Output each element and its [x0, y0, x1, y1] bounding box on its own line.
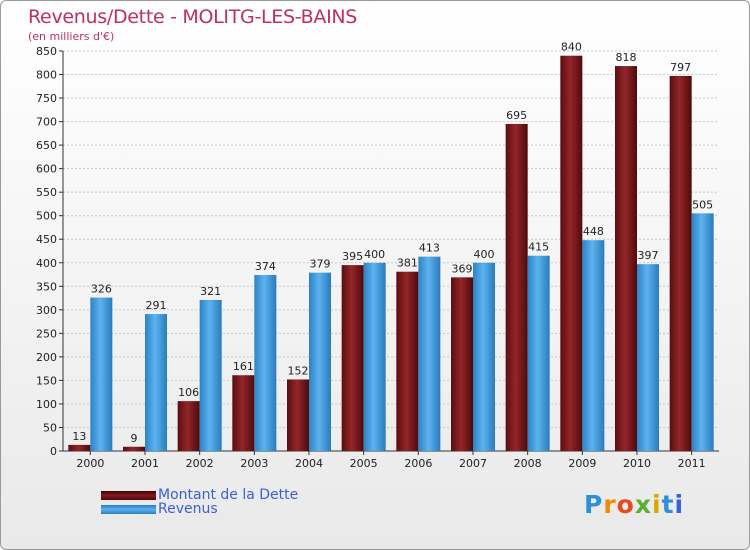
- data-label-revenue: 291: [146, 299, 167, 312]
- data-label-revenue: 505: [692, 198, 713, 211]
- data-label-revenue: 400: [364, 248, 385, 261]
- logo-letter: o: [616, 490, 635, 519]
- logo-letter: i: [674, 490, 685, 519]
- bar-debt: [287, 379, 309, 451]
- bar-revenue: [691, 213, 714, 451]
- legend-swatch-debt: [101, 490, 156, 500]
- data-label-revenue: 326: [91, 283, 112, 296]
- bar-revenue: [582, 240, 605, 451]
- legend-label-revenue: Revenus: [158, 501, 218, 517]
- data-label-debt: 695: [506, 109, 527, 122]
- bar-revenue: [90, 297, 113, 451]
- y-tick-label: 300: [36, 304, 57, 317]
- bar-debt: [505, 123, 528, 452]
- legend-label-debt: Montant de la Dette: [158, 487, 299, 503]
- bar-debt: [68, 444, 91, 451]
- bar-revenue: [418, 256, 441, 451]
- y-tick-label: 450: [36, 233, 57, 246]
- chart-title: Revenus/Dette - MOLITG-LES-BAINS: [28, 6, 358, 28]
- bar-revenue: [473, 262, 495, 451]
- y-tick-label: 750: [36, 92, 57, 105]
- x-tick-label: 2002: [186, 457, 214, 470]
- y-tick-label: 600: [36, 163, 57, 176]
- bar-revenue: [199, 299, 222, 451]
- y-tick-label: 0: [50, 445, 57, 458]
- bar-debt: [232, 375, 255, 451]
- logo-letter: r: [603, 490, 617, 519]
- data-label-debt: 797: [670, 61, 691, 74]
- legend-swatch-revenue: [101, 504, 156, 514]
- logo-letter: P: [584, 490, 604, 519]
- y-tick-label: 700: [36, 116, 57, 129]
- y-tick-label: 200: [36, 351, 57, 364]
- bar-debt: [669, 75, 692, 452]
- data-label-debt: 840: [561, 41, 582, 54]
- y-tick-label: 250: [36, 327, 57, 340]
- bar-revenue: [363, 262, 386, 451]
- chart-subtitle: (en milliers d'€): [28, 30, 115, 43]
- bar-revenue: [637, 264, 659, 451]
- bar-debt: [396, 271, 419, 451]
- y-tick-label: 400: [36, 257, 57, 270]
- y-tick-label: 50: [43, 421, 57, 434]
- logo-letter: i: [652, 490, 662, 519]
- data-label-revenue: 379: [310, 258, 331, 271]
- bar-debt: [451, 277, 473, 451]
- x-tick-label: 2001: [131, 457, 159, 470]
- data-label-debt: 161: [233, 360, 254, 373]
- x-tick-label: 2008: [514, 457, 542, 470]
- y-tick-label: 500: [36, 210, 57, 223]
- bar-debt: [560, 55, 583, 452]
- x-tick-label: 2000: [76, 457, 104, 470]
- logo-letter: x: [634, 490, 652, 519]
- data-label-debt: 106: [178, 386, 199, 399]
- proxiti-logo: Proxiti: [584, 490, 684, 519]
- data-label-debt: 9: [131, 432, 138, 445]
- x-tick-label: 2003: [240, 457, 268, 470]
- x-tick-label: 2007: [459, 457, 487, 470]
- legend-item-debt: Montant de la Dette: [101, 487, 298, 503]
- x-tick-label: 2004: [295, 457, 323, 470]
- data-label-debt: 13: [72, 430, 86, 443]
- bar-revenue: [309, 272, 331, 451]
- data-label-debt: 369: [452, 262, 473, 275]
- x-tick-label: 2006: [404, 457, 432, 470]
- data-label-debt: 152: [288, 364, 309, 377]
- logo-letter: t: [661, 490, 675, 519]
- bar-debt: [615, 66, 637, 451]
- data-label-debt: 818: [616, 51, 637, 64]
- bar-debt: [341, 265, 364, 451]
- data-label-revenue: 448: [583, 225, 604, 238]
- y-tick-label: 150: [36, 374, 57, 387]
- bar-debt: [123, 446, 145, 451]
- legend-item-revenue: Revenus: [101, 501, 218, 517]
- y-tick-label: 100: [36, 398, 57, 411]
- y-tick-label: 650: [36, 139, 57, 152]
- x-tick-label: 2010: [623, 457, 651, 470]
- x-tick-label: 2011: [678, 457, 706, 470]
- x-tick-label: 2009: [568, 457, 596, 470]
- y-tick-label: 350: [36, 280, 57, 293]
- data-label-revenue: 374: [255, 260, 276, 273]
- data-label-debt: 381: [397, 257, 418, 270]
- bar-revenue: [145, 314, 167, 451]
- y-tick-label: 800: [36, 69, 57, 82]
- data-label-debt: 395: [342, 250, 363, 263]
- y-tick-label: 550: [36, 186, 57, 199]
- bar-revenue: [527, 255, 550, 451]
- data-label-revenue: 413: [419, 242, 440, 255]
- x-tick-label: 2005: [350, 457, 378, 470]
- bar-revenue: [254, 275, 277, 451]
- data-label-revenue: 397: [638, 249, 659, 262]
- data-label-revenue: 415: [528, 241, 549, 254]
- data-label-revenue: 400: [474, 248, 495, 261]
- bar-debt: [177, 401, 200, 451]
- data-label-revenue: 321: [200, 285, 221, 298]
- y-tick-label: 850: [36, 45, 57, 58]
